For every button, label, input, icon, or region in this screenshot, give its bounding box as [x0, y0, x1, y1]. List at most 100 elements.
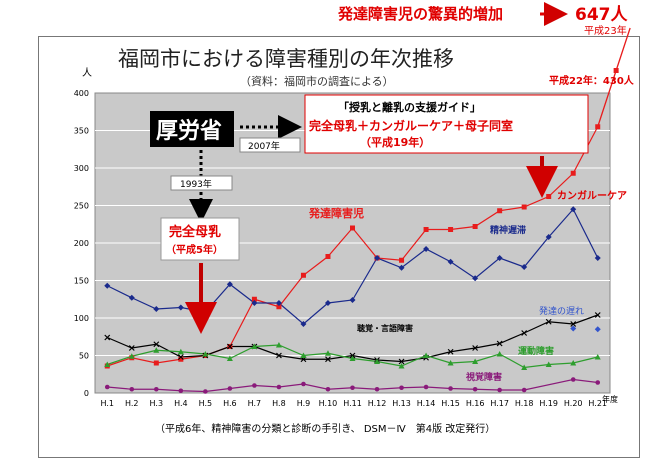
- x-tick-label: H.5: [199, 399, 213, 408]
- data-point: [178, 356, 184, 362]
- data-point: [472, 345, 479, 351]
- data-point: [129, 386, 135, 392]
- x-tick-label: H.14: [417, 399, 436, 408]
- data-point: [178, 388, 184, 394]
- data-point: [300, 352, 307, 358]
- data-point: [128, 294, 135, 301]
- x-axis-label: 年度: [602, 394, 618, 404]
- data-point: [325, 356, 331, 363]
- data-point: [570, 377, 576, 382]
- y-tick-label: 100: [74, 314, 89, 323]
- data-point: [399, 385, 404, 391]
- x-tick-label: H.1: [101, 399, 115, 408]
- footer-note: （平成6年、精神障害の分類と診断の手引き、 DSM－Ⅳ 第4版 改定発行）: [155, 422, 495, 435]
- data-point: [300, 272, 306, 278]
- data-point: [374, 358, 381, 364]
- data-point: [226, 355, 233, 361]
- extension-line-2: [615, 27, 631, 71]
- data-point: [594, 326, 601, 333]
- data-point: [154, 386, 159, 392]
- series-label-delay: 発達の遅れ: [539, 305, 584, 317]
- year-1993: 1993年: [180, 178, 212, 190]
- data-point: [374, 386, 380, 392]
- data-point: [398, 363, 405, 369]
- x-tick-label: H.18: [515, 399, 534, 408]
- data-point: [594, 312, 601, 318]
- y-tick-label: 0: [84, 389, 89, 398]
- series-label-visual: 視覚障害: [465, 371, 502, 383]
- x-tick-label: H.7: [248, 399, 262, 408]
- data-point: [496, 255, 503, 261]
- guide-body: 完全母乳＋カンガルーケア＋母子同室: [309, 118, 513, 133]
- data-point: [570, 170, 576, 176]
- data-point: [227, 386, 233, 391]
- mhlw-label: 厚労省: [156, 118, 222, 144]
- data-point: [104, 334, 111, 341]
- data-point: [350, 225, 355, 231]
- x-tick-label: H.16: [466, 399, 485, 408]
- y-tick-label: 300: [74, 164, 89, 173]
- data-point: [570, 325, 577, 332]
- data-point: [448, 227, 454, 232]
- x-tick-label: H.20: [564, 399, 583, 408]
- data-point: [275, 342, 282, 348]
- data-point: [447, 360, 454, 366]
- data-point: [324, 350, 331, 356]
- headline-value: 647人: [575, 5, 628, 25]
- data-point: [398, 358, 405, 365]
- data-point: [521, 330, 528, 336]
- chart-subtitle: （資料：福岡市の調査による）: [240, 74, 394, 88]
- extension-line: [597, 70, 617, 127]
- exclusive-box: [160, 217, 240, 261]
- data-point: [521, 387, 527, 393]
- data-point: [545, 234, 552, 240]
- data-point: [153, 341, 160, 348]
- data-point: [177, 348, 184, 355]
- data-point: [521, 264, 528, 270]
- data-point: [423, 384, 429, 390]
- data-point: [594, 354, 601, 360]
- data-point: [350, 385, 355, 391]
- data-point: [423, 246, 430, 252]
- data-point: [252, 383, 257, 388]
- headline-era: 平成23年: [584, 24, 627, 37]
- guide-year: （平成19年）: [360, 135, 430, 149]
- headline: 発達障害児の驚異的増加: [337, 5, 503, 23]
- data-point: [398, 264, 405, 271]
- data-point: [594, 255, 601, 261]
- extension-label: 平成22年：430人: [549, 74, 635, 87]
- data-point: [521, 364, 528, 370]
- data-point: [399, 257, 405, 263]
- data-point: [301, 381, 306, 387]
- data-point: [226, 281, 233, 288]
- series-line: [107, 378, 598, 393]
- x-tick-label: H.11: [343, 399, 362, 408]
- data-point: [104, 282, 111, 289]
- data-point: [497, 387, 502, 393]
- data-point: [203, 389, 208, 394]
- x-tick-label: H.9: [297, 399, 311, 408]
- series-label-hearing: 聴覚・言語障害: [357, 323, 413, 333]
- data-point: [545, 318, 552, 325]
- y-tick-label: 150: [74, 277, 89, 286]
- data-point: [349, 355, 356, 361]
- x-tick-label: H.2: [125, 399, 139, 408]
- x-tick-label: H.13: [392, 399, 411, 408]
- data-point: [177, 304, 184, 311]
- data-point: [349, 297, 356, 303]
- y-tick-label: 200: [74, 239, 89, 248]
- data-point: [128, 353, 135, 359]
- data-point: [374, 255, 381, 261]
- exclusive-year: （平成5年）: [166, 243, 223, 256]
- data-point: [153, 306, 160, 312]
- data-point: [325, 254, 331, 259]
- guide-box: [304, 94, 589, 154]
- data-point: [472, 386, 478, 392]
- x-tick-label: H.19: [539, 399, 558, 408]
- data-point: [251, 296, 257, 302]
- data-point: [324, 300, 331, 306]
- x-tick-label: H.21: [588, 399, 607, 408]
- mhlw-box: [150, 111, 234, 147]
- data-point: [276, 304, 282, 310]
- data-point: [177, 354, 184, 360]
